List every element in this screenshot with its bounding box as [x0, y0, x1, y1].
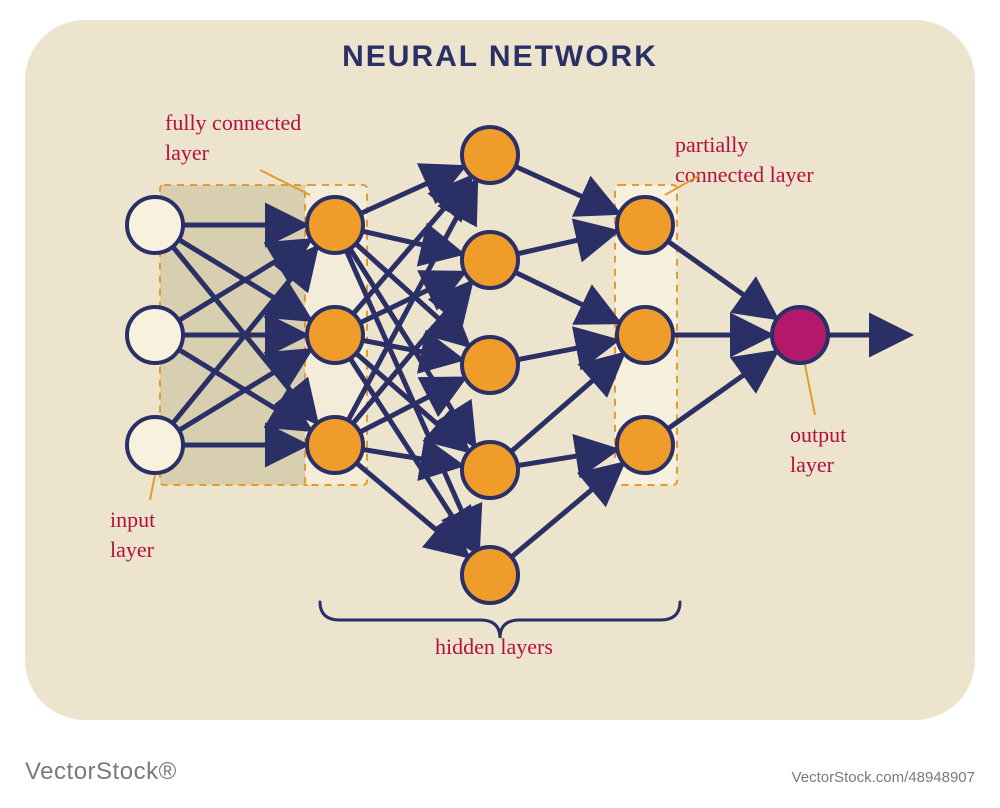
footer-id: VectorStock.com/48948907: [792, 769, 975, 786]
footer-brand: VectorStock®: [25, 758, 177, 786]
network-svg: [0, 0, 1000, 808]
